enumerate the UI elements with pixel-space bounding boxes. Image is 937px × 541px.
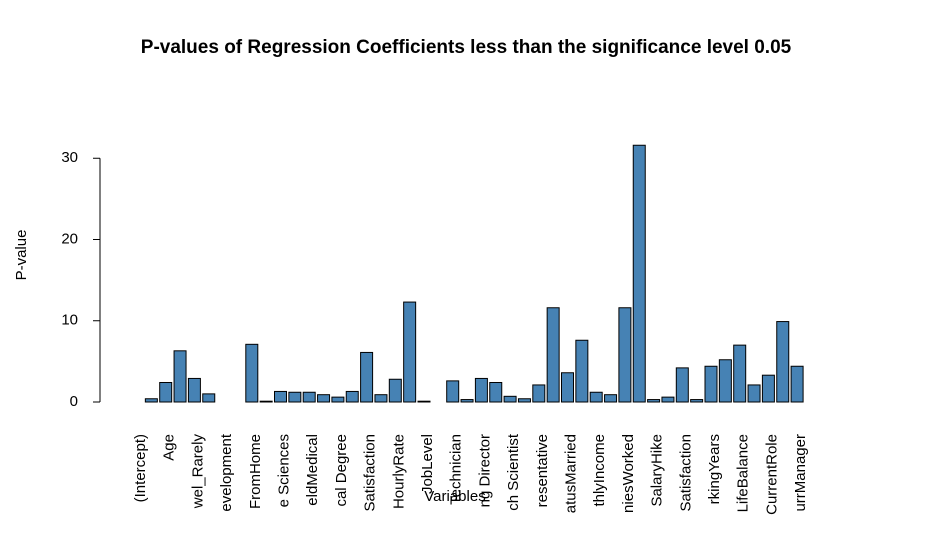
x-tick-label: Technician bbox=[448, 434, 465, 505]
bar bbox=[360, 351, 374, 403]
x-tick-label: (Intercept) bbox=[132, 434, 149, 502]
x-tick-label: ch Scientist bbox=[505, 433, 522, 511]
bar bbox=[776, 321, 790, 403]
bar bbox=[503, 395, 517, 403]
x-tick-label: rkingYears bbox=[706, 434, 723, 504]
bar bbox=[403, 301, 417, 403]
bar bbox=[317, 394, 331, 403]
bar bbox=[661, 396, 675, 403]
y-tick-label: 30 bbox=[61, 149, 78, 166]
x-tick-label: eldMedical bbox=[304, 434, 321, 506]
bar bbox=[675, 367, 689, 403]
x-tick-label: JobLevel bbox=[419, 434, 436, 494]
x-tick-label: evelopment bbox=[218, 433, 235, 511]
bar bbox=[489, 382, 503, 403]
bar bbox=[474, 377, 488, 403]
bar bbox=[761, 374, 775, 403]
bar bbox=[718, 359, 732, 403]
bar bbox=[632, 144, 646, 403]
x-tick-label: Satisfaction bbox=[677, 434, 694, 512]
x-axis-label: Variables bbox=[424, 488, 485, 505]
bar bbox=[417, 400, 431, 403]
x-tick-label: cal Degree bbox=[333, 434, 350, 507]
bar bbox=[561, 372, 574, 403]
x-tick-label: Satisfaction bbox=[362, 434, 379, 512]
x-tick-label: HourlyRate bbox=[390, 434, 407, 509]
bar bbox=[517, 398, 531, 403]
x-tick-label: thlyIncome bbox=[591, 434, 608, 507]
bar bbox=[575, 339, 589, 403]
bar bbox=[374, 394, 388, 403]
bar bbox=[302, 391, 316, 403]
y-tick-label: 0 bbox=[70, 393, 78, 410]
bar bbox=[274, 390, 287, 403]
bar bbox=[704, 365, 718, 403]
bar bbox=[187, 377, 201, 403]
x-tick-label: Age bbox=[161, 434, 178, 461]
bar bbox=[159, 382, 173, 403]
x-tick-label: ng Director bbox=[476, 434, 493, 507]
y-axis-label: P-value bbox=[13, 230, 30, 281]
x-tick-label: wel_Rarely bbox=[189, 434, 206, 510]
y-tick-label: 10 bbox=[61, 312, 78, 329]
bar bbox=[618, 307, 632, 403]
x-tick-label: niesWorked bbox=[620, 434, 637, 513]
bar bbox=[144, 398, 158, 403]
x-tick-label: resentative bbox=[534, 434, 551, 507]
bar bbox=[546, 307, 560, 403]
x-tick-label: urrManager bbox=[792, 434, 809, 512]
x-tick-label: FromHome bbox=[247, 434, 264, 509]
bar bbox=[202, 393, 216, 403]
bar bbox=[388, 378, 402, 403]
bar bbox=[173, 350, 187, 403]
bar bbox=[288, 391, 302, 403]
bar bbox=[747, 384, 761, 403]
bar bbox=[647, 399, 661, 403]
bar bbox=[733, 344, 747, 403]
bar bbox=[460, 399, 474, 403]
bar bbox=[345, 390, 359, 403]
bar bbox=[604, 394, 618, 403]
bar bbox=[589, 391, 603, 403]
x-tick-label: atusMarried bbox=[562, 434, 579, 513]
bar bbox=[790, 365, 804, 403]
bar bbox=[532, 384, 546, 403]
x-tick-label: CurrentRole bbox=[763, 434, 780, 515]
chart-title: P-values of Regression Coefficients less… bbox=[141, 37, 792, 58]
y-tick-label: 20 bbox=[61, 230, 78, 247]
bar bbox=[690, 399, 704, 403]
bar bbox=[446, 380, 460, 403]
bar bbox=[259, 400, 273, 403]
x-tick-label: SalaryHike bbox=[649, 434, 666, 507]
x-tick-label: LifeBalance bbox=[735, 434, 752, 512]
x-tick-label: e Sciences bbox=[275, 434, 292, 507]
bar bbox=[245, 343, 259, 403]
bar bbox=[331, 396, 345, 403]
